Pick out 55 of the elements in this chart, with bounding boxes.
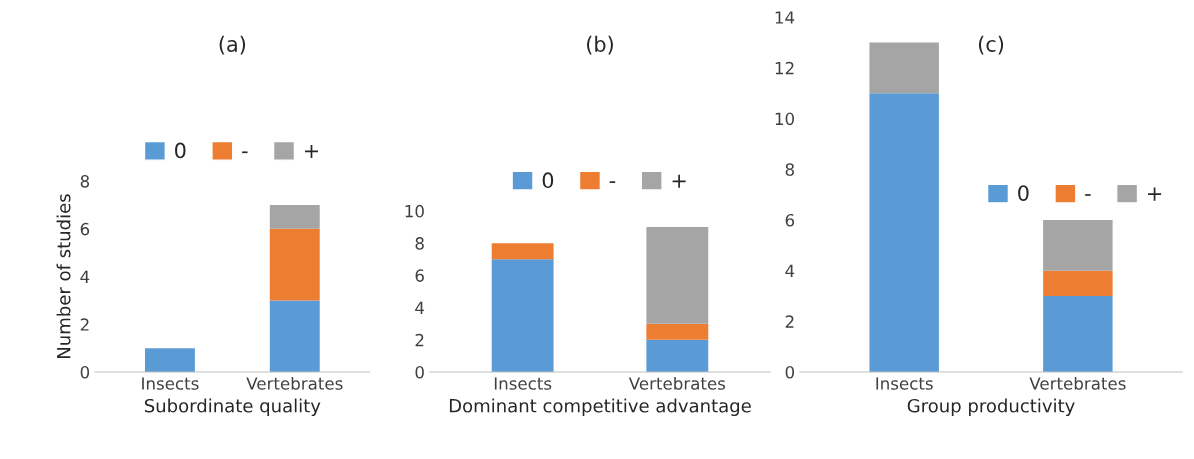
y-tick-label: 6 [415, 269, 424, 282]
bar [646, 227, 709, 324]
x-tick-label: Vertebrates [1029, 376, 1126, 390]
y-tick-label: 4 [785, 264, 795, 277]
y-tick-label: 0 [80, 365, 90, 379]
y-tick-label: 8 [80, 175, 90, 188]
y-tick-label: 4 [415, 301, 425, 314]
y-tick-label: 0 [785, 365, 795, 379]
bar [269, 204, 320, 229]
y-tick-label: 10 [775, 112, 795, 126]
y-tick-label: 6 [80, 222, 90, 236]
legend-label: 0 [175, 142, 186, 159]
bar [1043, 295, 1113, 373]
legend-label: 0 [542, 172, 554, 189]
bar [269, 228, 320, 301]
x-tick-label: Vertebrates [246, 376, 343, 390]
y-tick-label: 2 [785, 315, 794, 328]
y-tick-label: 8 [785, 163, 794, 176]
y-tick-label: 4 [80, 270, 90, 283]
bar [869, 42, 939, 94]
chart-title: (b) [587, 35, 613, 55]
x-axis-title: Dominant competitive advantage [449, 398, 751, 417]
x-tick-label: Vertebrates [628, 376, 726, 390]
y-tick-label: 14 [775, 11, 795, 24]
bar [646, 339, 709, 373]
x-axis-title: Group productivity [907, 398, 1075, 417]
y-tick-label: 8 [415, 237, 424, 250]
y-tick-label: 2 [415, 333, 424, 347]
y-tick-label: 0 [415, 365, 424, 379]
bar [1043, 219, 1113, 271]
legend-label: - [242, 151, 248, 154]
y-tick-label: 12 [775, 61, 794, 75]
bar [491, 243, 554, 260]
bar [646, 323, 709, 340]
x-axis-title: Subordinate quality [144, 398, 321, 417]
legend-label: + [1148, 187, 1162, 201]
x-tick-label: Insects [494, 377, 552, 390]
bar [144, 348, 195, 373]
bar [491, 259, 554, 373]
text: (c) [978, 35, 1004, 55]
bar [269, 300, 320, 373]
y-tick-label: 2 [80, 318, 89, 331]
legend-label: + [304, 144, 319, 158]
x-tick-label: Insects [876, 377, 933, 390]
chart-title: (a) [219, 35, 246, 55]
legend-label: - [1085, 194, 1091, 196]
legend-label: 0 [1018, 185, 1029, 201]
legend-label: - [609, 181, 616, 183]
bar [1043, 270, 1113, 296]
legend-label: + [672, 174, 686, 188]
y-axis-title: Number of studies [56, 194, 71, 358]
x-tick-label: Insects [142, 377, 199, 390]
bar [869, 93, 939, 373]
y-tick-label: 6 [785, 213, 795, 227]
y-tick-label: 10 [405, 204, 424, 218]
